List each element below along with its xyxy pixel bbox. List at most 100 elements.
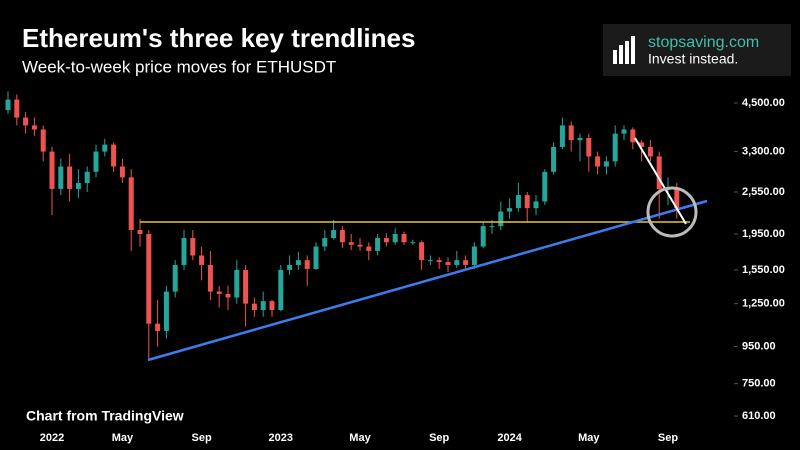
candle-body <box>102 144 108 152</box>
y-tick-label: 4,500.00 <box>742 97 785 109</box>
candle-body <box>295 260 301 265</box>
y-tick-label: 610.00 <box>742 410 776 422</box>
candle-body <box>304 260 310 269</box>
candle-body <box>542 171 548 202</box>
candle-body <box>366 246 372 251</box>
candle-body <box>480 226 486 247</box>
x-tick-label: 2022 <box>40 432 64 444</box>
candle-body <box>331 230 337 239</box>
candle-body <box>243 269 249 304</box>
brand-box: stopsaving.com Invest instead. <box>603 24 791 76</box>
brand-tagline: Invest instead. <box>648 51 738 67</box>
candle-body <box>357 244 363 247</box>
candle-body <box>75 183 81 189</box>
y-tick-label: 750.00 <box>742 378 776 390</box>
brand-name: stopsaving.com <box>648 34 759 51</box>
y-tick-label: 1,250.00 <box>742 298 785 310</box>
candle-body <box>111 144 117 167</box>
candle-body <box>551 146 557 172</box>
candle-body <box>454 260 460 265</box>
candle-body <box>533 201 539 209</box>
chart-title: Ethereum's three key trendlines <box>22 23 415 53</box>
candle-body <box>674 188 680 209</box>
y-tick-label: 2,550.00 <box>742 186 785 198</box>
x-tick-label: May <box>578 432 600 444</box>
candle-body <box>339 230 345 243</box>
brand-icon <box>613 50 617 64</box>
y-tick-label: 1,950.00 <box>742 228 785 240</box>
candle-body <box>137 230 143 234</box>
candle-body <box>375 238 381 251</box>
candle-body <box>14 99 20 118</box>
candle-body <box>190 238 196 256</box>
candle-body <box>568 125 574 141</box>
candle-body <box>93 151 99 172</box>
candle-body <box>58 166 64 189</box>
candle-body <box>84 171 90 184</box>
x-tick-label: Sep <box>192 432 212 444</box>
candle-body <box>234 269 240 298</box>
candle-body <box>656 156 662 189</box>
candle-body <box>647 146 653 157</box>
candle-body <box>31 125 37 130</box>
candle-body <box>586 137 592 157</box>
y-tick-label: 1,550.00 <box>742 264 785 276</box>
candle-body <box>348 242 354 245</box>
brand-icon <box>619 45 623 64</box>
candle-body <box>278 269 284 311</box>
candle-body <box>612 133 618 162</box>
candle-body <box>630 129 636 143</box>
candle-body <box>603 161 609 167</box>
candle-body <box>498 211 504 227</box>
candle-body <box>49 151 55 189</box>
support-trendline <box>147 199 708 362</box>
candle-body <box>269 301 275 311</box>
candle-body <box>392 233 398 243</box>
x-tick-label: May <box>349 432 371 444</box>
candle-body <box>287 264 293 270</box>
x-tick-label: Sep <box>658 432 678 444</box>
candle-body <box>207 264 213 292</box>
candle-body <box>471 246 477 265</box>
downtrend-line <box>634 137 687 225</box>
candle-body <box>40 129 46 152</box>
candle-body <box>146 233 152 324</box>
candle-body <box>313 246 319 269</box>
candle-body <box>515 195 521 209</box>
candle-body <box>322 238 328 247</box>
y-tick-label: 950.00 <box>742 341 776 353</box>
candle-body <box>577 137 583 141</box>
candle-body <box>507 208 513 212</box>
candle-body <box>410 242 416 244</box>
candle-body <box>621 129 627 134</box>
candle-body <box>436 260 442 263</box>
candle-body <box>181 238 187 265</box>
candle-body <box>595 156 601 167</box>
chart-subtitle: Week-to-week price moves for ETHUSDT <box>22 57 336 76</box>
brand-icon <box>631 36 635 64</box>
candle-body <box>119 166 125 178</box>
candle-body <box>401 233 407 243</box>
candle-body <box>128 177 134 231</box>
candle-body <box>260 301 266 311</box>
brand-icon <box>625 41 629 64</box>
candle-body <box>419 242 425 261</box>
candle-body <box>251 303 257 311</box>
x-tick-label: May <box>112 432 134 444</box>
x-tick-label: 2024 <box>497 432 522 444</box>
candle-body <box>5 99 11 111</box>
candle-body <box>489 226 495 228</box>
candle-body <box>524 195 530 209</box>
candle-body <box>199 255 205 265</box>
candle-body <box>23 117 29 126</box>
x-tick-label: 2023 <box>269 432 293 444</box>
candle-body <box>463 260 469 265</box>
candle-body <box>163 291 169 331</box>
candle-body <box>427 260 433 262</box>
highlight-circle <box>646 186 698 238</box>
candle-body <box>383 238 389 243</box>
y-tick-label: 3,300.00 <box>742 145 785 157</box>
candle-body <box>225 293 231 298</box>
candle-body <box>155 323 161 331</box>
